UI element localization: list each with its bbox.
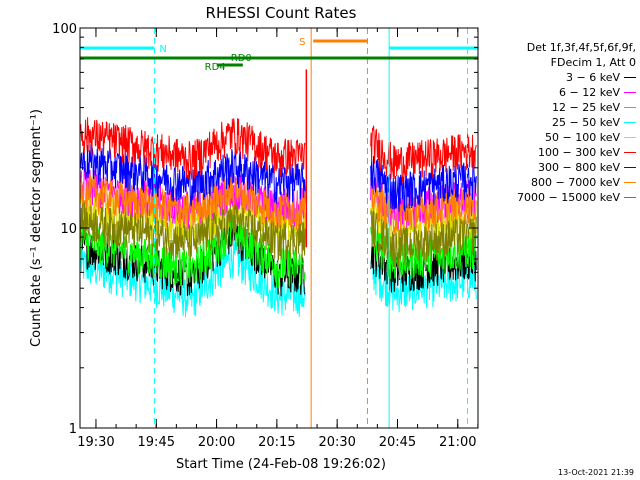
legend-label: 25 − 50 keV [552, 116, 620, 129]
legend-swatch [624, 122, 636, 123]
legend-label: 6 − 12 keV [559, 86, 620, 99]
series-line [370, 177, 477, 237]
legend-swatch [624, 77, 636, 78]
flag-label: RD4 [205, 62, 226, 73]
series-line [370, 210, 477, 268]
chart-title: RHESSI Count Rates [206, 4, 357, 22]
legend-swatch [624, 92, 636, 93]
legend-entry: 50 − 100 keV [470, 130, 636, 145]
legend-label: 50 − 100 keV [545, 131, 620, 144]
series-line [80, 201, 306, 262]
x-tick-label: 20:15 [258, 435, 295, 450]
x-tick-label: 20:45 [379, 435, 416, 450]
legend-swatch [624, 197, 636, 198]
flag-label: RD0 [231, 53, 252, 64]
legend-swatch [624, 107, 636, 108]
legend-label: 3 − 6 keV [566, 71, 620, 84]
legend-label: 7000 − 15000 keV [517, 191, 620, 204]
y-tick-label: 10 [60, 222, 77, 237]
y-tick-label: 100 [52, 22, 77, 37]
legend-header-line: Det 1f,3f,4f,5f,6f,9f, [526, 41, 636, 54]
series-line [370, 125, 477, 183]
legend-swatch [624, 137, 636, 138]
axes: 1 10 100 19:30 19:45 20:00 20:15 20:30 20:45 21:0… [52, 22, 479, 450]
footer-timestamp: 13-Oct-2021 21:39 [558, 468, 634, 477]
x-tick-label: 21:00 [439, 435, 476, 450]
legend-entry: 800 − 7000 keV [470, 175, 636, 190]
legend-label: 300 − 800 keV [538, 161, 620, 174]
legend-entries: 3 − 6 keV 6 − 12 keV 12 − 25 keV 25 − 50 ke… [470, 70, 636, 205]
series-line [80, 144, 306, 207]
x-tick-label: 20:30 [318, 435, 355, 450]
chart-marks: N S RD0 RD4 [80, 28, 478, 428]
legend-swatch [624, 167, 636, 168]
legend-swatch [624, 182, 636, 183]
legend-header-line: FDecim 1, Att 0 [550, 56, 636, 69]
legend-entry: 7000 − 15000 keV [470, 190, 636, 205]
legend-entry: 3 − 6 keV [470, 70, 636, 85]
legend: Det 1f,3f,4f,5f,6f,9f, FDecim 1, Att 0 3… [470, 40, 636, 205]
series-line [80, 117, 306, 180]
legend-entry: 100 − 300 keV [470, 145, 636, 160]
legend-entry: 25 − 50 keV [470, 115, 636, 130]
legend-label: 100 − 300 keV [538, 146, 620, 159]
x-tick-label: 19:30 [77, 435, 114, 450]
y-axis-label: Count Rate (s⁻¹ detector segment⁻¹) [29, 109, 44, 347]
legend-label: 12 − 25 keV [552, 101, 620, 114]
flag-label: N [159, 44, 166, 55]
x-tick-label: 19:45 [138, 435, 175, 450]
legend-swatch [624, 152, 636, 153]
series-line [370, 155, 477, 213]
flag-label: S [299, 37, 305, 48]
legend-entry: 6 − 12 keV [470, 85, 636, 100]
y-tick-label: 1 [69, 422, 77, 437]
x-axis-label: Start Time (24-Feb-08 19:26:02) [176, 457, 386, 472]
legend-label: 800 − 7000 keV [531, 176, 620, 189]
legend-entry: 300 − 800 keV [470, 160, 636, 175]
x-tick-label: 20:00 [198, 435, 235, 450]
legend-entry: 12 − 25 keV [470, 100, 636, 115]
